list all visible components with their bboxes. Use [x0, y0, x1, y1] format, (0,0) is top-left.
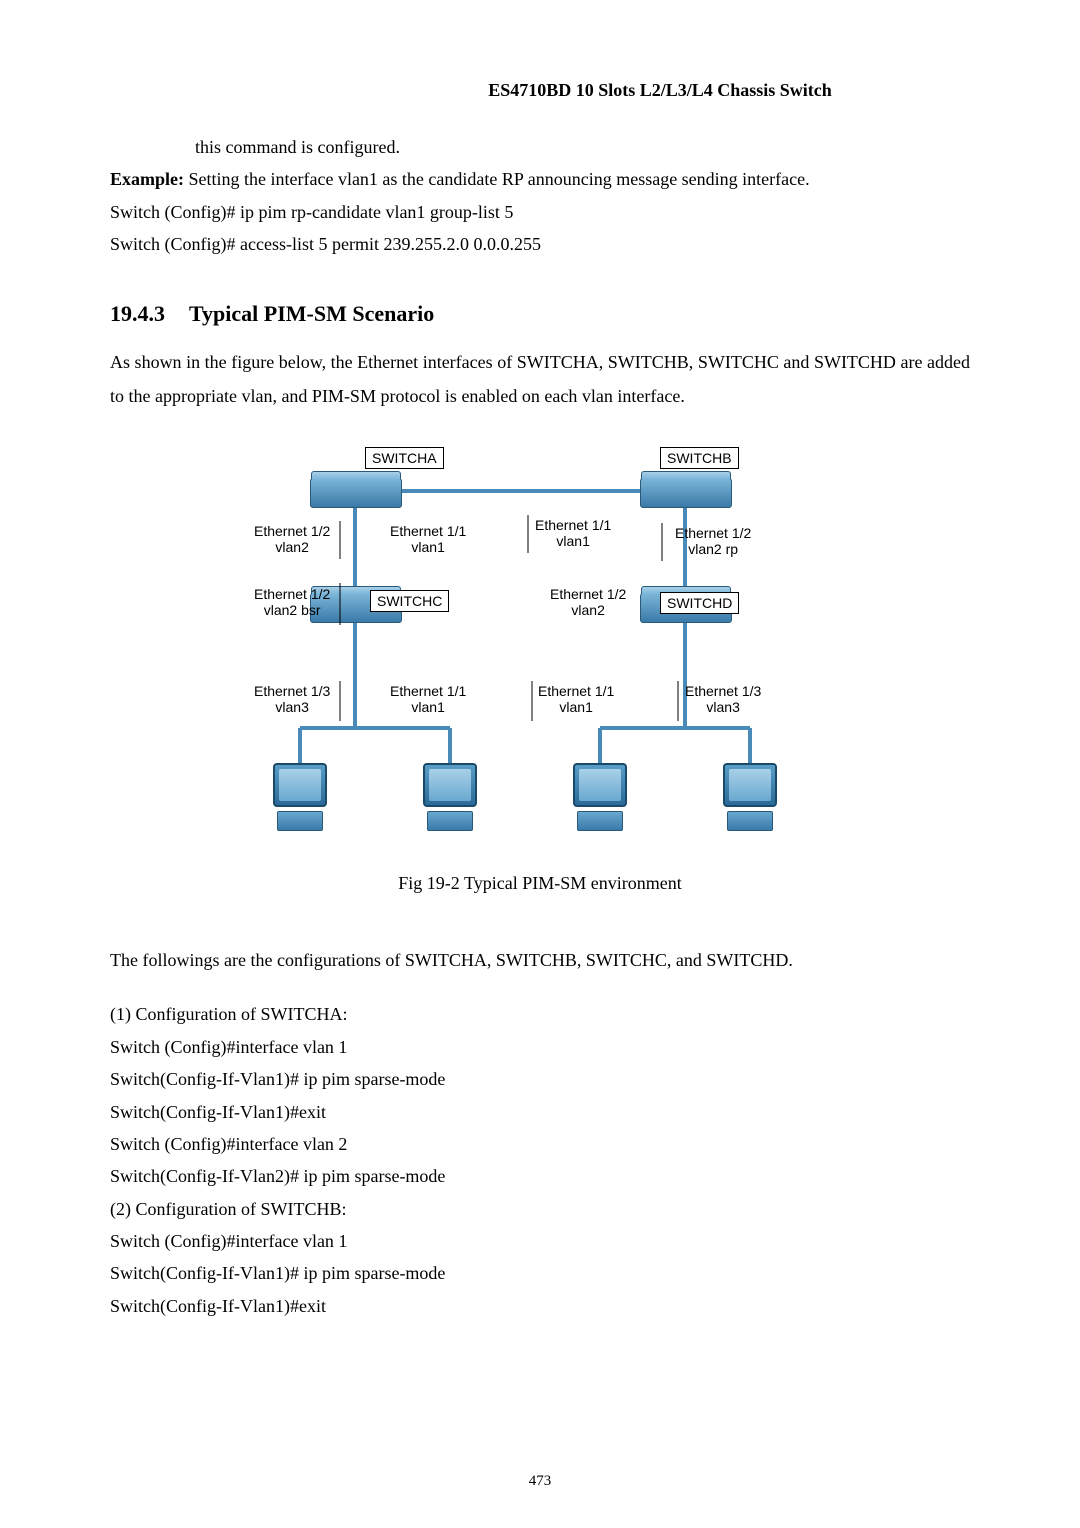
config-line: (1) Configuration of SWITCHA: — [110, 998, 970, 1030]
label-d-e12: Ethernet 1/2 vlan2 — [550, 586, 626, 618]
pc-icon-3 — [570, 763, 630, 829]
label-d-e11: Ethernet 1/1 vlan1 — [538, 683, 614, 715]
section-paragraph: As shown in the figure below, the Ethern… — [110, 345, 970, 413]
example-label: Example: — [110, 169, 184, 189]
example-line: Example: Setting the interface vlan1 as … — [110, 163, 970, 195]
document-page: ES4710BD 10 Slots L2/L3/L4 Chassis Switc… — [0, 0, 1080, 1362]
switch-d-label: SWITCHD — [660, 592, 739, 614]
config-line: Switch (Config)#interface vlan 2 — [110, 1128, 970, 1160]
config-line: (2) Configuration of SWITCHB: — [110, 1193, 970, 1225]
figure-caption: Fig 19-2 Typical PIM-SM environment — [110, 873, 970, 894]
config-line: Switch(Config-If-Vlan1)#exit — [110, 1096, 970, 1128]
switch-a-label: SWITCHA — [365, 447, 444, 469]
label-c-e13: Ethernet 1/3 vlan3 — [254, 683, 330, 715]
section-title: Typical PIM-SM Scenario — [189, 301, 434, 326]
label-a-e12: Ethernet 1/2 vlan2 — [254, 523, 330, 555]
config-line: Switch(Config-If-Vlan2)# ip pim sparse-m… — [110, 1160, 970, 1192]
switch-a-icon — [310, 478, 402, 508]
label-a-e11: Ethernet 1/1 vlan1 — [390, 523, 466, 555]
example-text: Setting the interface vlan1 as the candi… — [184, 169, 810, 189]
section-heading: 19.4.3 Typical PIM-SM Scenario — [110, 301, 970, 327]
pc-icon-1 — [270, 763, 330, 829]
config-line: Switch (Config)#interface vlan 1 — [110, 1225, 970, 1257]
config-line: Switch(Config-If-Vlan1)# ip pim sparse-m… — [110, 1257, 970, 1289]
cmd-line-2: Switch (Config)# access-list 5 permit 23… — [110, 228, 970, 260]
config-line: Switch (Config)#interface vlan 1 — [110, 1031, 970, 1063]
switch-c-label: SWITCHC — [370, 590, 449, 612]
switch-b-icon — [640, 478, 732, 508]
intro-line-1: this command is configured. — [110, 131, 970, 163]
config-line: Switch(Config-If-Vlan1)# ip pim sparse-m… — [110, 1063, 970, 1095]
config-intro: The followings are the configurations of… — [110, 944, 970, 976]
label-c-e11: Ethernet 1/1 vlan1 — [390, 683, 466, 715]
pc-icon-4 — [720, 763, 780, 829]
page-number: 473 — [0, 1473, 1080, 1490]
label-b-e12: Ethernet 1/2 vlan2 rp — [675, 525, 751, 557]
network-diagram: SWITCHA SWITCHB SWITCHC SWITCHD Ethernet… — [260, 453, 820, 853]
label-c-e12: Ethernet 1/2 vlan2 bsr — [254, 586, 330, 618]
switch-b-label: SWITCHB — [660, 447, 739, 469]
section-number: 19.4.3 — [110, 301, 165, 326]
pc-icon-2 — [420, 763, 480, 829]
cmd-line-1: Switch (Config)# ip pim rp-candidate vla… — [110, 196, 970, 228]
page-header-title: ES4710BD 10 Slots L2/L3/L4 Chassis Switc… — [110, 80, 970, 101]
config-line: Switch(Config-If-Vlan1)#exit — [110, 1290, 970, 1322]
label-b-e11: Ethernet 1/1 vlan1 — [535, 517, 611, 549]
label-d-e13: Ethernet 1/3 vlan3 — [685, 683, 761, 715]
